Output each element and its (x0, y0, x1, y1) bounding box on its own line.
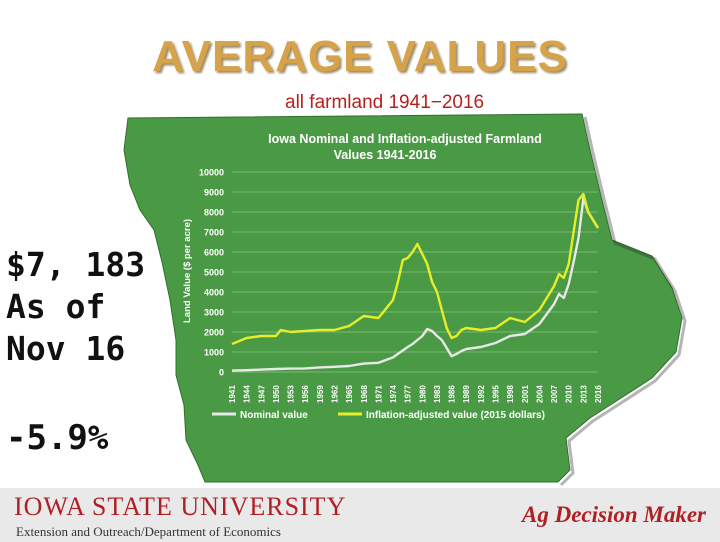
y-tick-label: 6000 (204, 248, 224, 258)
chart-title-line-2: Values 1941-2016 (334, 148, 437, 162)
x-tick-label: 2001 (521, 385, 530, 403)
x-axis-ticks: 1941 1944 1947 1950 1953 1956 1959 1962 1965 1968… (228, 385, 603, 403)
footer-bar: IOWA STATE UNIVERSITY Extension and Outr… (0, 486, 720, 542)
y-tick-label: 10000 (199, 168, 224, 178)
series-line-nominal (231, 196, 600, 372)
y-axis-label: Land Value ($ per acre) (182, 219, 193, 323)
page-title: AVERAGE VALUES (152, 32, 568, 81)
y-tick-label: 4000 (204, 288, 224, 298)
x-tick-label: 1980 (418, 385, 427, 403)
x-tick-label: 2004 (535, 385, 544, 403)
x-tick-label: 1989 (462, 385, 471, 403)
y-tick-label: 0 (219, 368, 224, 378)
stat-value: $7, 183 (6, 245, 146, 284)
y-tick-label: 7000 (204, 228, 224, 238)
x-tick-label: 1998 (506, 385, 515, 403)
chart-series (231, 192, 600, 372)
chart-legend: Nominal value Inflation-adjusted value (… (212, 410, 545, 421)
x-tick-label: 1995 (492, 385, 501, 403)
brand-logo-text: Ag Decision Maker (522, 502, 706, 527)
x-tick-label: 1959 (316, 385, 325, 403)
y-tick-label: 1000 (204, 348, 224, 358)
x-tick-label: 1941 (228, 385, 237, 403)
x-tick-label: 2007 (550, 385, 559, 403)
page-subtitle: all farmland 1941−2016 (285, 92, 485, 113)
x-tick-label: 1974 (389, 385, 398, 403)
legend-label-nominal: Nominal value (240, 410, 308, 421)
stat-asof: As of (6, 287, 106, 326)
y-tick-label: 5000 (204, 268, 224, 278)
x-tick-label: 1983 (433, 385, 442, 403)
iowa-map-shadow (559, 116, 687, 487)
x-tick-label: 1971 (374, 385, 383, 403)
x-tick-label: 2016 (594, 385, 603, 403)
y-tick-label: 3000 (204, 308, 224, 318)
y-axis-ticks: 0 1000 2000 3000 4000 5000 6000 7000 8000 9000 100… (199, 168, 224, 378)
series-line-inflation (231, 192, 600, 346)
x-tick-label: 1965 (345, 385, 354, 403)
x-tick-label: 1947 (257, 385, 266, 403)
y-tick-label: 8000 (204, 208, 224, 218)
x-tick-label: 1956 (301, 385, 310, 403)
chart-title-line-1: Iowa Nominal and Inflation-adjusted Farm… (268, 132, 542, 146)
x-tick-label: 1986 (448, 385, 457, 403)
x-tick-label: 1944 (243, 385, 252, 403)
y-tick-label: 2000 (204, 328, 224, 338)
x-tick-label: 1977 (404, 385, 413, 403)
x-tick-label: 1962 (330, 385, 339, 403)
x-tick-label: 2010 (565, 385, 574, 403)
percent-change: -5.9% (6, 418, 109, 458)
x-tick-label: 1950 (272, 385, 281, 403)
stat-date: Nov 16 (6, 329, 126, 368)
iowa-map-shape (123, 113, 683, 483)
x-tick-label: 1968 (360, 385, 369, 403)
legend-label-inflation: Inflation-adjusted value (2015 dollars) (366, 410, 545, 421)
x-tick-label: 2013 (579, 385, 588, 403)
x-tick-label: 1992 (477, 385, 486, 403)
department-text: Extension and Outreach/Department of Eco… (16, 524, 281, 539)
x-tick-label: 1953 (287, 385, 296, 403)
y-tick-label: 9000 (204, 188, 224, 198)
university-logo-text: IOWA STATE UNIVERSITY (14, 492, 347, 521)
